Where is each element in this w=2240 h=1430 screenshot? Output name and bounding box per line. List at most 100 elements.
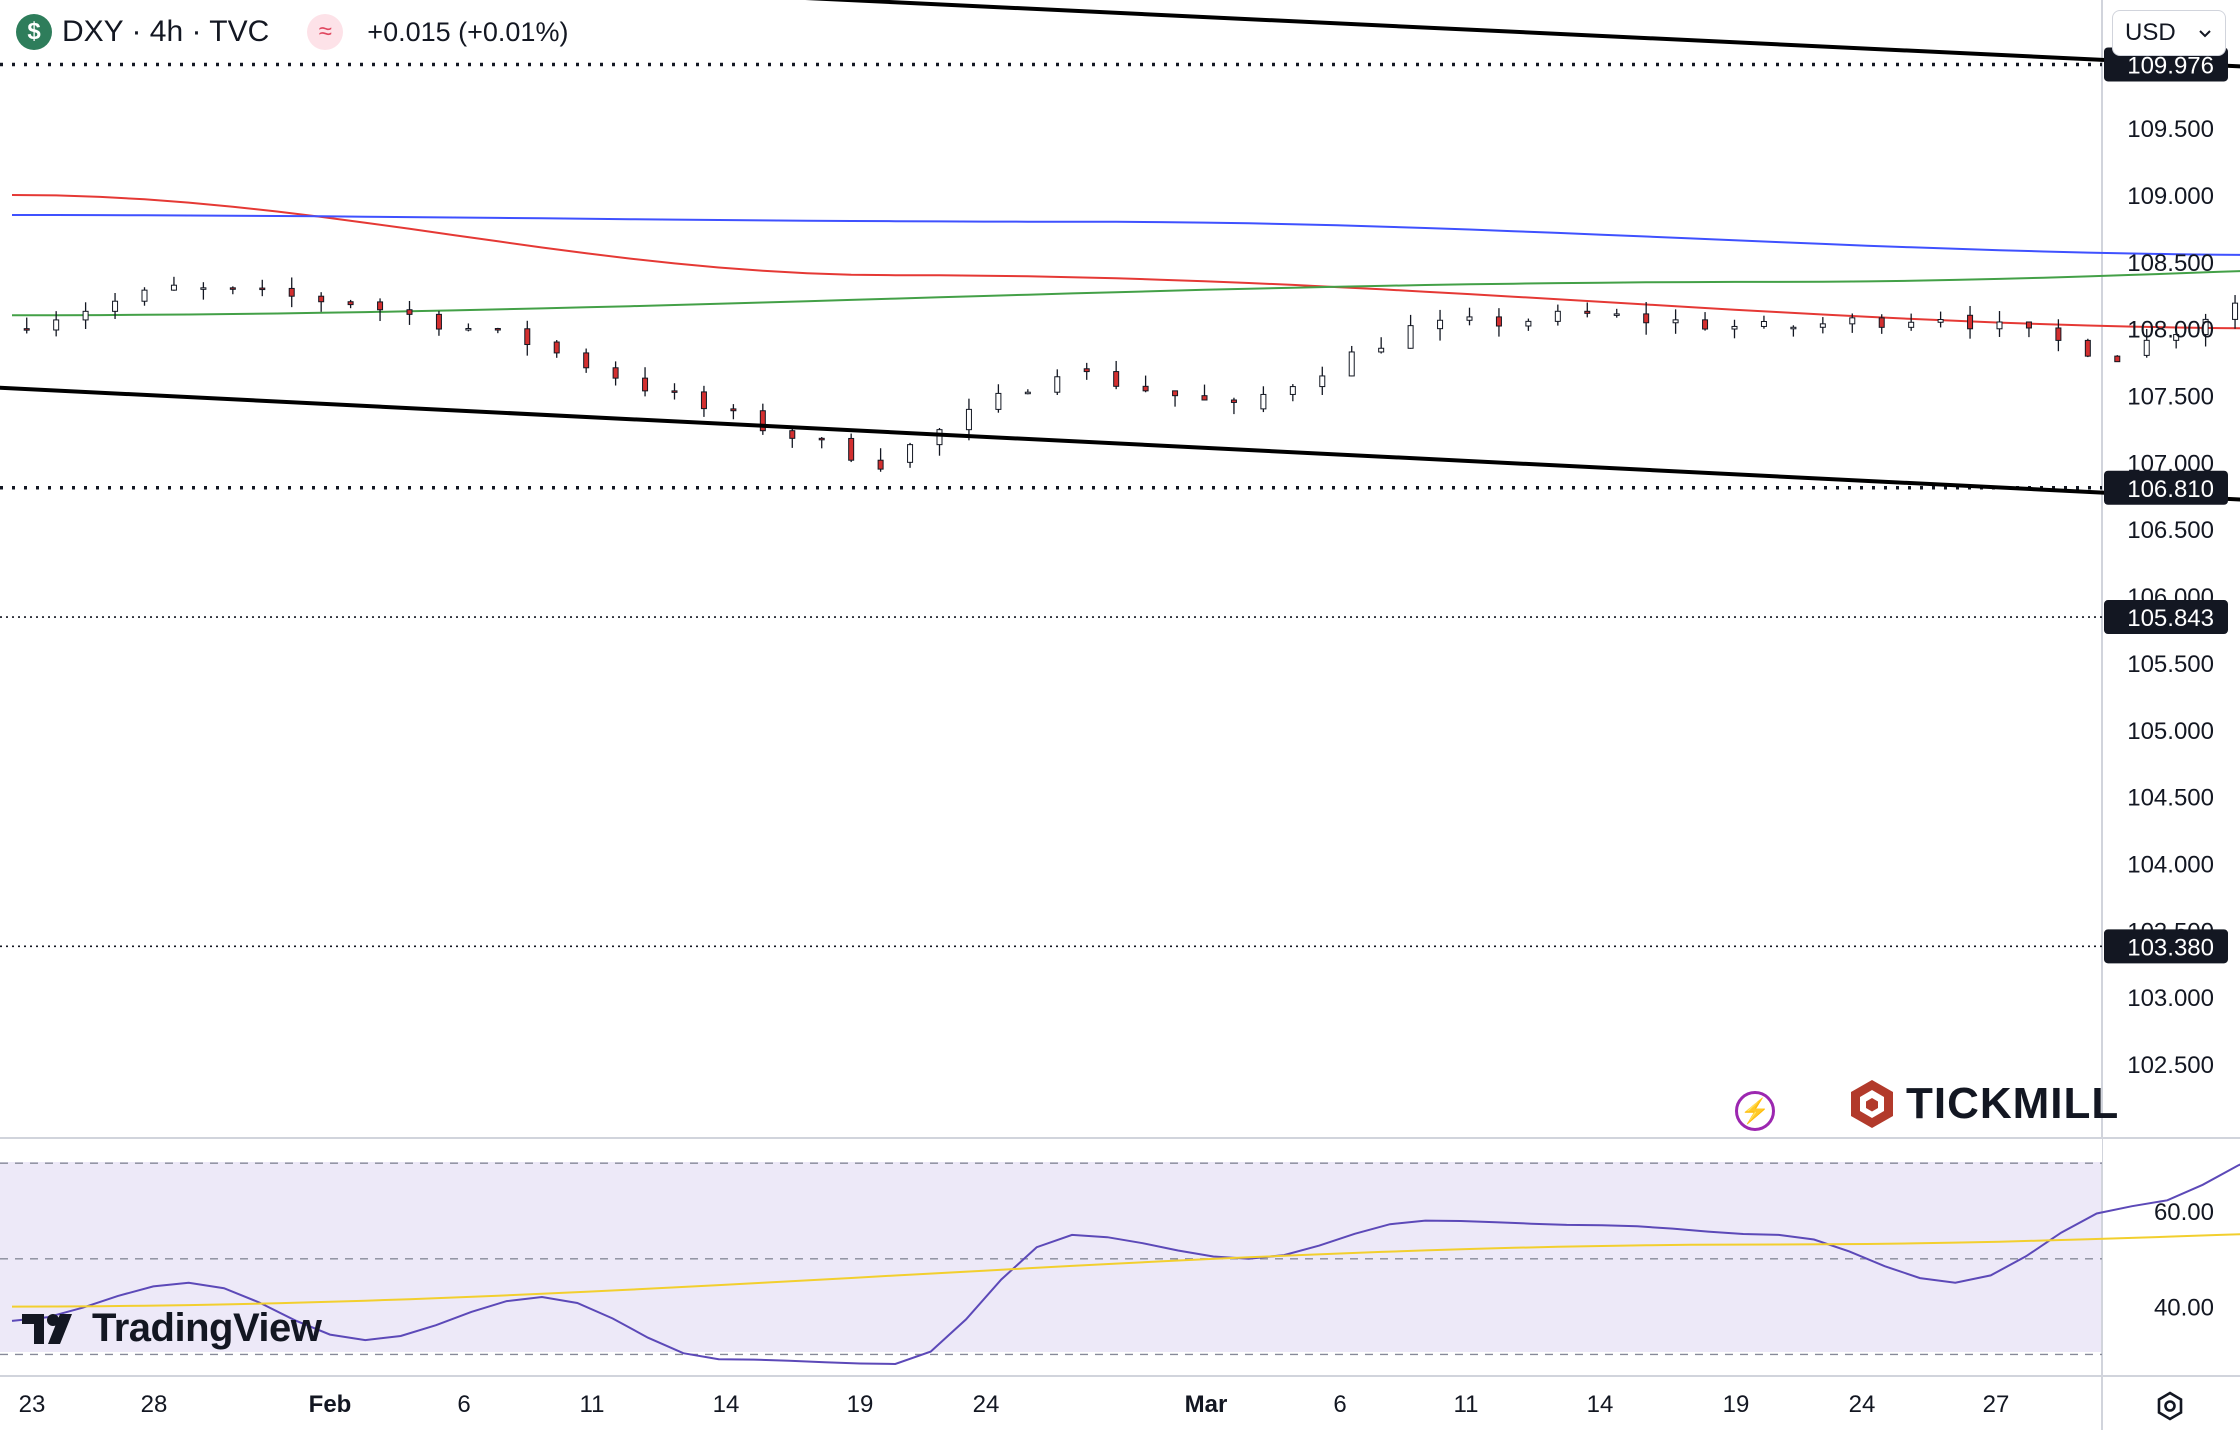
price-label-text: 106.810 (2127, 476, 2214, 503)
rsi-line (11, 1163, 2240, 1366)
time-tick-label: 28 (141, 1391, 168, 1418)
candle-body (23, 328, 30, 331)
time-tick-label: 6 (1333, 1391, 1346, 1418)
candle-body (288, 287, 295, 297)
candle-body (848, 437, 855, 461)
price-tick-label: 106.500 (2127, 517, 2214, 544)
dollar-icon: $ (16, 14, 52, 50)
candle-body (700, 391, 707, 410)
time-tick-label: 14 (1587, 1391, 1614, 1418)
candle-body (1731, 325, 1738, 330)
candle-body (612, 367, 619, 379)
candle-body (494, 328, 501, 331)
candle-body (1289, 386, 1296, 395)
candle-body (818, 437, 825, 441)
time-tick-label: 27 (1983, 1391, 2010, 1418)
candle-body (112, 300, 119, 312)
candle-body (2084, 339, 2091, 357)
candle-body (1760, 320, 1767, 327)
candle-body (1878, 317, 1885, 328)
price-label-bg (2104, 600, 2228, 635)
candle-body (1702, 319, 1709, 330)
price-label-bg (2104, 929, 2228, 964)
candle-body (347, 301, 354, 306)
candle-body (2173, 334, 2180, 341)
candle-body (1437, 319, 1444, 330)
time-tick-label: Feb (309, 1391, 352, 1418)
candle-body (200, 287, 207, 290)
price-tick-label: 109.500 (2127, 116, 2214, 143)
price-tick-label: 104.000 (2127, 851, 2214, 878)
candle-body (965, 408, 972, 431)
tradingview-mark-icon (22, 1313, 72, 1344)
price-axis: 102.500103.000103.500104.000104.500105.0… (2104, 47, 2228, 1322)
time-tick-label: 19 (847, 1391, 874, 1418)
time-tick-label: 11 (1454, 1391, 1479, 1418)
rsi-ma-line (11, 1233, 2240, 1308)
candle-body (1525, 320, 1532, 327)
candle-body (1260, 393, 1267, 410)
candle-body (259, 287, 266, 291)
candle-body (2025, 321, 2032, 329)
candle-body (2232, 302, 2239, 320)
candle-body (2202, 318, 2209, 336)
tradingview-wordmark: TradingView (92, 1306, 322, 1350)
candle-body (1142, 385, 1149, 392)
candle-body (1613, 313, 1620, 316)
settings-gear-icon[interactable] (2152, 1388, 2188, 1424)
candle-body (995, 392, 1002, 410)
currency-select[interactable]: USD (2112, 10, 2226, 56)
candle-body (553, 341, 560, 354)
price-tick-label: 105.500 (2127, 651, 2214, 678)
price-tick-label: 108.000 (2127, 317, 2214, 344)
candle-body (1407, 325, 1414, 349)
candle-body (1466, 316, 1473, 321)
candle-body (877, 459, 884, 470)
price-tick-label: 102.500 (2127, 1052, 2214, 1079)
rsi-band (0, 1162, 2102, 1352)
symbol-header: $ DXY · 4h · TVC ≈ +0.015 (+0.01%) (16, 10, 568, 54)
price-tick-label: 104.500 (2127, 785, 2214, 812)
candle-body (1348, 351, 1355, 377)
time-axis: 23 28 Feb 6 11 14 19 24 Mar 6 11 14 19 24 27 (19, 1391, 2010, 1418)
rsi-pane (0, 1162, 2240, 1366)
candle-body (1024, 391, 1031, 395)
time-tick-label: 14 (713, 1391, 740, 1418)
candle-body (1230, 399, 1237, 403)
indicator-wave-icon[interactable]: ≈ (307, 14, 344, 50)
price-tick-label: 108.500 (2127, 250, 2214, 277)
moving-average-line (12, 214, 2240, 256)
candle-body (1819, 323, 1826, 328)
time-tick-label: 24 (973, 1391, 1000, 1418)
candle-body (1967, 314, 1974, 330)
moving-average-line (11, 194, 2240, 330)
candle-body (1201, 395, 1208, 401)
candle-body (1113, 371, 1120, 387)
price-tick-label: 105.000 (2127, 718, 2214, 745)
rsi-tick-label: 60.00 (2154, 1199, 2214, 1226)
time-tick-label: 6 (457, 1391, 470, 1418)
price-tick-label: 107.500 (2127, 384, 2214, 411)
tickmill-logo: TICKMILL (1848, 1078, 2119, 1130)
candle-body (936, 429, 943, 446)
price-change: +0.015 (+0.01%) (367, 16, 569, 47)
time-tick-label: 19 (1723, 1391, 1750, 1418)
candle-body (141, 289, 148, 302)
symbol-title[interactable]: DXY · 4h · TVC (62, 15, 270, 48)
lightning-icon[interactable]: ⚡ (1735, 1091, 1775, 1131)
candle-body (2143, 339, 2150, 356)
candle-body (1054, 376, 1061, 393)
candle-body (1584, 310, 1591, 314)
price-label-text: 103.380 (2127, 934, 2214, 961)
candle-body (318, 295, 325, 303)
chevron-down-icon (2199, 30, 2211, 38)
candle-body (82, 310, 89, 321)
candle-body (406, 309, 413, 315)
candle-body (583, 352, 590, 369)
candle-body (524, 328, 531, 346)
candle-body (1554, 310, 1561, 322)
candle-body (229, 287, 236, 290)
tickmill-mark-icon (1851, 1080, 1893, 1128)
candle-body (2055, 327, 2062, 341)
